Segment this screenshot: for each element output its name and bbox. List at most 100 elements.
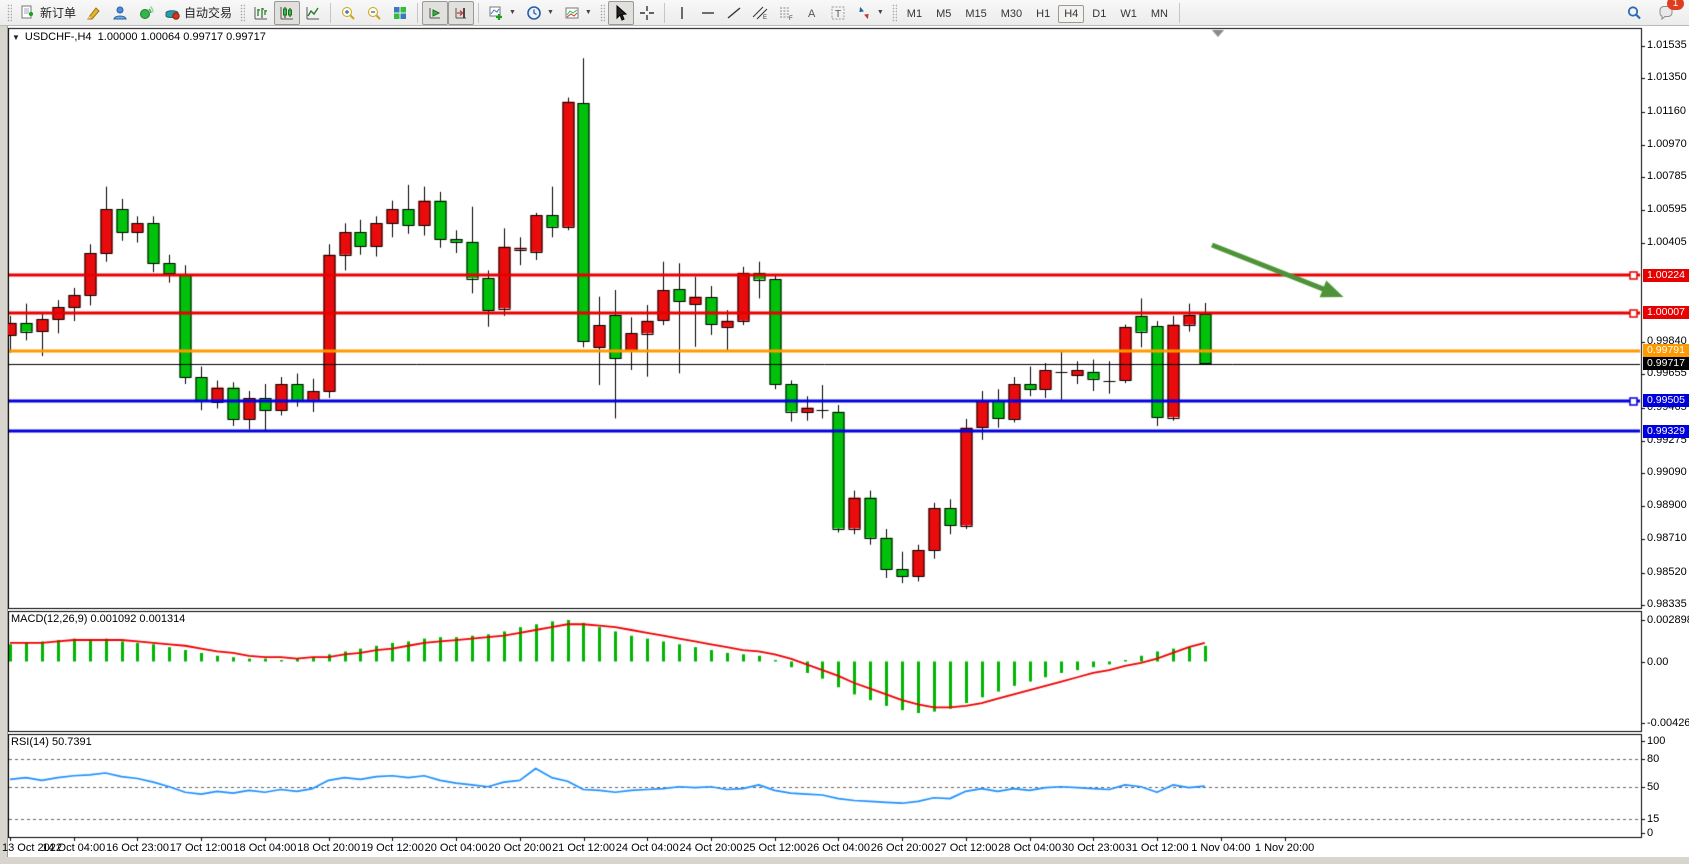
publisher-icon (113, 6, 127, 19)
zoom-in-button[interactable] (335, 1, 361, 25)
periods-button[interactable]: ▼ (521, 1, 559, 25)
auto-scroll-button[interactable] (422, 0, 449, 25)
macd-values: 0.001092 0.001314 (90, 613, 186, 625)
date-tick-label: 14 Oct 04:00 (42, 842, 106, 854)
date-tick-label: 27 Oct 12:00 (934, 842, 998, 854)
date-tick-label: 20 Oct 04:00 (424, 842, 488, 854)
new-order-icon (21, 5, 33, 18)
publisher-button[interactable] (107, 1, 133, 25)
equidistant-channel-button[interactable]: E (747, 1, 773, 25)
rsi-tick-label: 80 (1647, 753, 1660, 766)
price-tick-label: 1.00405 (1647, 236, 1687, 249)
vertical-line-button[interactable] (669, 1, 695, 25)
templates-button[interactable]: ▼ (559, 1, 597, 25)
candlestick-chart-button[interactable] (274, 0, 301, 25)
chevron-down-icon: ▼ (509, 9, 516, 16)
date-tick-label: 24 Oct 04:00 (615, 842, 679, 854)
auto-trading-label: 自动交易 (184, 6, 233, 20)
date-tick-label: 13 Oct 2022 (2, 842, 62, 854)
chart-shift-icon (455, 7, 467, 18)
date-tick-label: 31 Oct 12:00 (1125, 842, 1189, 854)
tile-windows-button[interactable] (387, 1, 413, 25)
timeframe-h1-button[interactable]: H1 (1036, 7, 1051, 20)
trendline-icon (727, 6, 741, 19)
toolbar-grip (240, 3, 246, 22)
cursor-button[interactable] (607, 0, 634, 25)
line-chart-button[interactable] (300, 1, 326, 25)
line-chart-icon (306, 6, 320, 19)
date-tick-label: 30 Oct 23:00 (1061, 842, 1125, 854)
timeframe-w1-button[interactable]: W1 (1120, 7, 1137, 20)
crosshair-button[interactable] (634, 1, 660, 25)
macd-tick-label: 0.00 (1647, 655, 1669, 668)
price-line-badge: 0.99791 (1643, 344, 1689, 358)
svg-text:E: E (763, 15, 767, 21)
new-order-button[interactable]: 新订单 (15, 1, 81, 25)
price-tick-label: 0.99655 (1647, 367, 1687, 380)
zoom-in-icon (342, 6, 355, 20)
price-tick-label: 0.98710 (1647, 532, 1687, 545)
price-line-badge: 0.99717 (1643, 357, 1689, 371)
text-label-icon: T (831, 6, 845, 20)
add-indicator-button[interactable]: ▼ (483, 1, 521, 25)
toolbar-separator (478, 2, 480, 23)
chevron-down-icon: ▼ (546, 9, 554, 16)
vertical-line-icon (681, 6, 683, 19)
text-button[interactable]: A (799, 1, 825, 25)
search-button[interactable] (1621, 1, 1647, 25)
toolbar-grip (599, 3, 605, 22)
price-tick-label: 1.00970 (1647, 137, 1687, 150)
rsi-name: RSI(14) (11, 736, 49, 748)
auto-trading-button[interactable]: 自动交易 (159, 1, 237, 25)
bar-chart-button[interactable] (248, 1, 274, 25)
price-tick-label: 1.00595 (1647, 203, 1687, 216)
candlestick-chart-icon (280, 6, 294, 19)
chart-shift-button[interactable] (448, 0, 475, 25)
toolbar-separator (1178, 2, 1180, 23)
timeframe-m30-button[interactable]: M30 (1000, 7, 1023, 20)
timeframe-h4-button[interactable]: H4 (1058, 4, 1085, 23)
date-tick-label: 1 Nov 04:00 (1191, 842, 1251, 854)
toolbar-separator (663, 2, 665, 23)
bar-chart-icon (254, 6, 268, 19)
notifications-icon (1659, 5, 1673, 20)
chart-title-dropdown-icon[interactable]: ▼ (12, 33, 20, 42)
timeframe-m1-button[interactable]: M1 (906, 7, 923, 20)
brush-button[interactable] (81, 1, 107, 25)
window-left-edge (0, 26, 8, 864)
fibonacci-icon: F (779, 7, 793, 21)
price-tick-label: 0.99840 (1647, 335, 1687, 348)
rsi-tick-label: 0 (1647, 826, 1654, 839)
macd-indicator-label: MACD(12,26,9) 0.001092 0.001314 (11, 613, 185, 625)
notifications-button[interactable]: 1 (1653, 0, 1684, 25)
timeframe-m15-button[interactable]: M15 (965, 7, 987, 20)
date-tick-label: 17 Oct 12:00 (169, 842, 233, 854)
crosshair-icon (639, 5, 654, 20)
price-line-badge: 1.00224 (1643, 268, 1689, 282)
search-icon (1627, 5, 1641, 19)
price-chart-canvas[interactable] (0, 26, 1689, 864)
sound-button[interactable] (133, 1, 159, 25)
zoom-out-button[interactable] (361, 1, 387, 25)
timeframe-mn-button[interactable]: MN (1150, 7, 1168, 20)
date-tick-label: 19 Oct 12:00 (360, 842, 424, 854)
fibonacci-button[interactable]: F (773, 1, 799, 25)
date-tick-label: 18 Oct 04:00 (233, 842, 297, 854)
rsi-value: 50.7391 (51, 736, 92, 748)
date-tick-label: 26 Oct 04:00 (806, 842, 870, 854)
text-label-button[interactable]: T (825, 1, 851, 25)
rsi-indicator-label: RSI(14) 50.7391 (11, 736, 92, 748)
tile-windows-icon (394, 6, 407, 19)
arrows-icon (859, 6, 869, 19)
zoom-out-icon (368, 6, 381, 20)
rsi-tick-label: 15 (1647, 812, 1660, 825)
svg-text:A: A (808, 8, 816, 20)
timeframe-d1-button[interactable]: D1 (1092, 7, 1107, 20)
arrows-button[interactable]: ▼ (851, 1, 889, 25)
price-tick-label: 0.98335 (1647, 598, 1687, 610)
horizontal-line-button[interactable] (695, 1, 721, 25)
timeframe-m5-button[interactable]: M5 (936, 7, 952, 20)
date-tick-label: 24 Oct 20:00 (679, 842, 743, 854)
date-tick-label: 21 Oct 12:00 (552, 842, 616, 854)
trendline-button[interactable] (721, 1, 747, 25)
